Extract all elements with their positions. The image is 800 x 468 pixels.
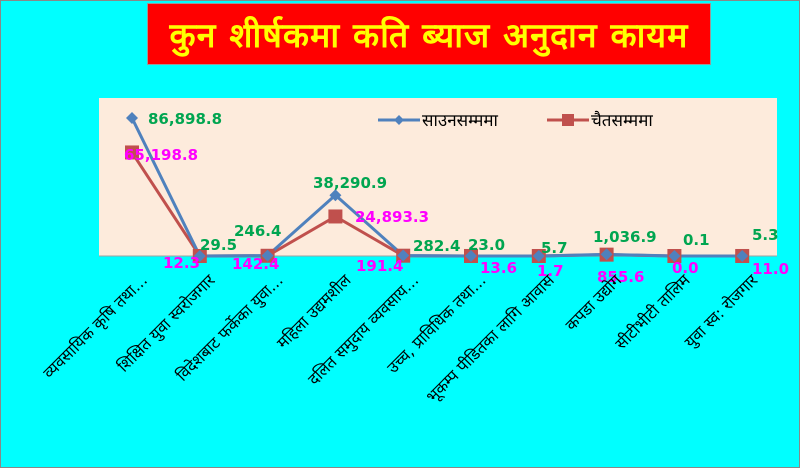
data-label: 191.4 — [356, 257, 403, 275]
diamond-marker-icon — [126, 112, 138, 124]
square-marker-icon — [125, 145, 139, 160]
data-label: 282.4 — [413, 237, 460, 255]
data-label: 13.6 — [480, 259, 517, 277]
data-label: 142.4 — [232, 255, 279, 273]
plot-area — [99, 98, 777, 256]
data-label: 24,893.3 — [355, 208, 429, 226]
data-label: 246.4 — [234, 222, 281, 240]
legend-item-series2: चैतसम्ममा — [547, 108, 653, 131]
diamond-marker-icon — [193, 249, 206, 262]
diamond-marker-icon — [600, 248, 613, 261]
data-label: 86,898.8 — [148, 110, 222, 128]
diamond-marker-icon — [465, 249, 477, 262]
diamond-marker-icon — [397, 249, 410, 262]
data-label: 855.6 — [597, 268, 644, 286]
diamond-marker-icon — [668, 249, 681, 262]
chart-title-box: कुन शीर्षकमा कति ब्याज अनुदान कायम — [147, 3, 711, 65]
diamond-marker-icon — [736, 249, 749, 262]
legend-label-series1: साउनसम्ममा — [422, 111, 498, 131]
diamond-line-icon — [378, 114, 420, 125]
diamond-marker-icon — [329, 189, 342, 202]
data-label: 38,290.9 — [313, 174, 387, 192]
data-label: 23.0 — [468, 236, 505, 254]
data-label: 12.3 — [163, 254, 200, 272]
data-label: 29.5 — [200, 236, 237, 254]
legend-item-series1: साउनसम्ममा — [378, 108, 498, 131]
data-label: 5.3 — [752, 226, 779, 244]
data-label: 1.7 — [537, 262, 564, 280]
data-label: 0.1 — [683, 231, 710, 249]
chart-title: कुन शीर्षकमा कति ब्याज अनुदान कायम — [169, 16, 689, 56]
square-line-icon — [547, 113, 589, 126]
data-label: 5.7 — [541, 239, 568, 257]
legend-label-series2: चैतसम्ममा — [591, 111, 653, 131]
data-label: 0.0 — [672, 259, 699, 277]
diamond-marker-icon — [532, 249, 545, 262]
data-label: 1,036.9 — [593, 228, 657, 246]
data-label: 65,198.8 — [124, 146, 198, 164]
square-marker-icon — [328, 209, 343, 224]
data-label: 11.0 — [752, 260, 789, 278]
series-line-1 — [130, 117, 743, 258]
diamond-marker-icon — [261, 249, 274, 262]
